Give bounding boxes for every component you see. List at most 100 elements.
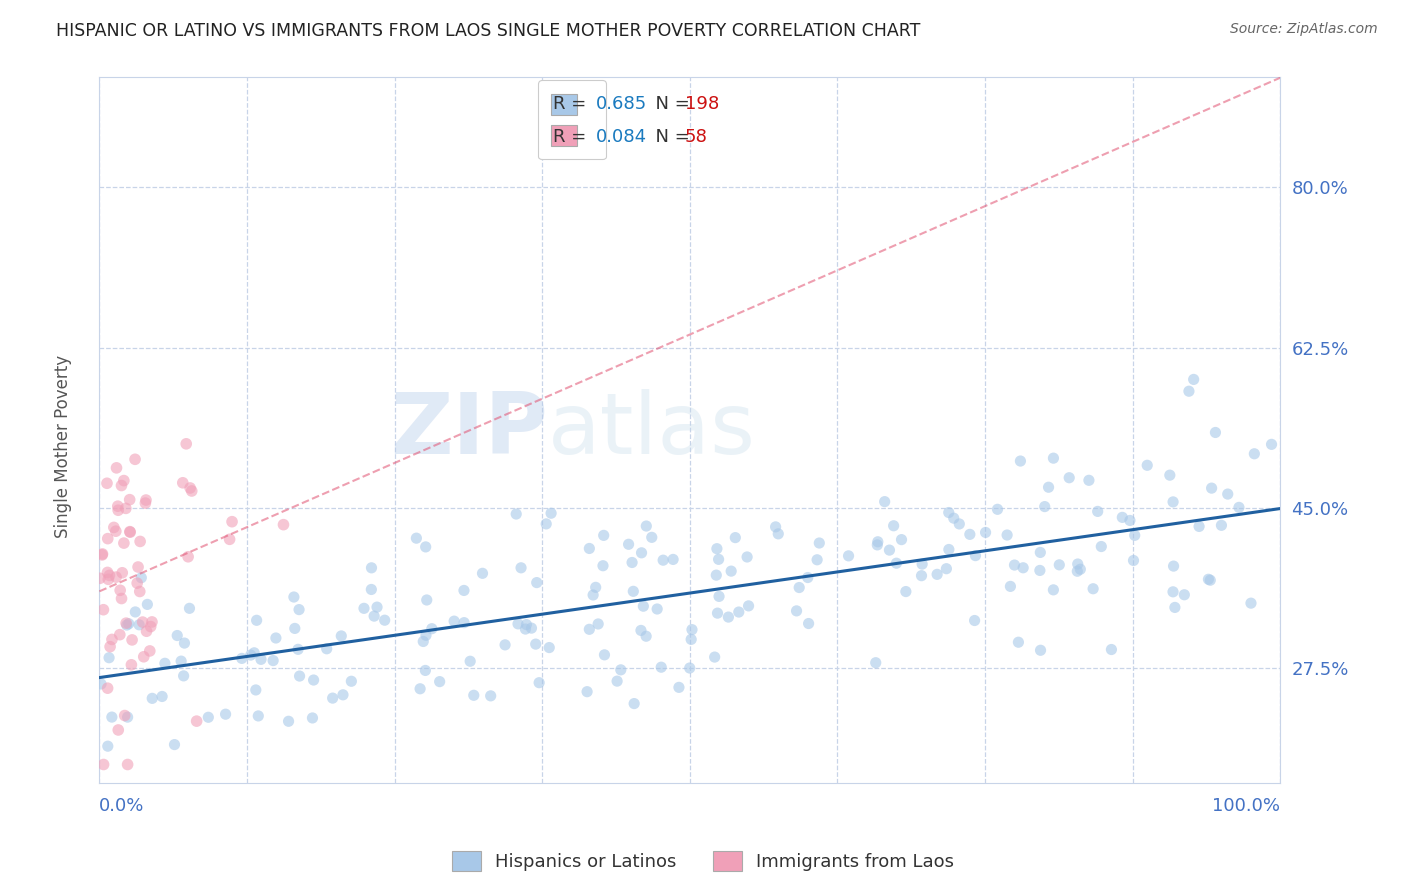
Point bbox=[170, 654, 193, 668]
Point bbox=[623, 697, 645, 711]
Point bbox=[114, 501, 136, 516]
Point bbox=[458, 654, 481, 668]
Point bbox=[124, 605, 146, 619]
Point bbox=[1123, 528, 1146, 542]
Point bbox=[172, 475, 194, 490]
Point bbox=[360, 561, 382, 575]
Point bbox=[797, 616, 820, 631]
Point bbox=[247, 709, 270, 723]
Point bbox=[524, 637, 547, 651]
Point bbox=[1161, 584, 1184, 599]
Point bbox=[127, 560, 149, 574]
Point bbox=[96, 566, 118, 580]
Point bbox=[737, 599, 759, 613]
Point bbox=[141, 691, 163, 706]
Point bbox=[727, 605, 749, 619]
Point bbox=[534, 516, 557, 531]
Point bbox=[873, 494, 896, 508]
Point bbox=[717, 610, 740, 624]
Point bbox=[415, 540, 437, 554]
Point bbox=[681, 623, 703, 637]
Point bbox=[706, 541, 728, 556]
Point bbox=[287, 642, 309, 657]
Point bbox=[124, 452, 146, 467]
Point bbox=[366, 600, 388, 615]
Text: 58: 58 bbox=[685, 128, 707, 146]
Point bbox=[1201, 481, 1223, 495]
Point bbox=[301, 711, 323, 725]
Point bbox=[463, 688, 485, 702]
Point bbox=[938, 506, 960, 520]
Text: R =: R = bbox=[553, 95, 592, 113]
Point bbox=[89, 571, 111, 585]
Point bbox=[288, 669, 311, 683]
Point bbox=[1042, 582, 1064, 597]
Point bbox=[606, 674, 628, 689]
Text: R =: R = bbox=[553, 128, 592, 146]
Point bbox=[264, 631, 287, 645]
Point bbox=[98, 650, 121, 665]
Point bbox=[942, 511, 965, 525]
Point bbox=[415, 664, 437, 678]
Point bbox=[735, 549, 758, 564]
Point bbox=[315, 641, 337, 656]
Point bbox=[105, 461, 128, 475]
Point bbox=[405, 531, 427, 545]
Point bbox=[866, 538, 889, 552]
Point bbox=[890, 533, 912, 547]
Text: 0.084: 0.084 bbox=[596, 128, 647, 146]
Point bbox=[97, 572, 120, 586]
Text: 0.0%: 0.0% bbox=[100, 797, 145, 815]
Point bbox=[1197, 572, 1219, 586]
Point bbox=[506, 616, 529, 631]
Point bbox=[527, 675, 550, 690]
Point bbox=[112, 536, 135, 550]
Point bbox=[1069, 562, 1091, 576]
Point bbox=[115, 618, 138, 632]
Point bbox=[443, 614, 465, 628]
Point bbox=[707, 552, 730, 566]
Point bbox=[927, 567, 949, 582]
Point bbox=[98, 640, 121, 654]
Point bbox=[706, 606, 728, 620]
Point bbox=[720, 564, 742, 578]
Point bbox=[883, 518, 905, 533]
Point bbox=[121, 632, 143, 647]
Point bbox=[1122, 553, 1144, 567]
Point bbox=[704, 568, 727, 582]
Point bbox=[1066, 564, 1088, 578]
Point bbox=[107, 499, 129, 513]
Text: N =: N = bbox=[644, 128, 696, 146]
Point bbox=[765, 520, 787, 534]
Point bbox=[214, 707, 236, 722]
Point bbox=[585, 580, 607, 594]
Point bbox=[578, 623, 600, 637]
Point bbox=[1204, 425, 1226, 440]
Point bbox=[621, 556, 644, 570]
Point bbox=[231, 651, 253, 665]
Point bbox=[197, 710, 219, 724]
Point bbox=[108, 583, 131, 598]
Point bbox=[173, 669, 195, 683]
Point bbox=[98, 568, 121, 582]
Point bbox=[166, 628, 188, 642]
Point bbox=[703, 650, 725, 665]
Point bbox=[340, 674, 363, 689]
Point bbox=[911, 557, 934, 571]
Text: 0.685: 0.685 bbox=[596, 95, 648, 113]
Point bbox=[101, 710, 124, 724]
Point bbox=[453, 615, 475, 630]
Point bbox=[1067, 557, 1090, 571]
Legend: , : , bbox=[537, 80, 606, 160]
Point bbox=[429, 674, 451, 689]
Point bbox=[1260, 437, 1282, 451]
Point bbox=[330, 629, 353, 643]
Text: atlas: atlas bbox=[548, 389, 756, 472]
Point bbox=[129, 534, 152, 549]
Point bbox=[173, 636, 195, 650]
Text: HISPANIC OR LATINO VS IMMIGRANTS FROM LAOS SINGLE MOTHER POVERTY CORRELATION CHA: HISPANIC OR LATINO VS IMMIGRANTS FROM LA… bbox=[56, 22, 921, 40]
Point bbox=[420, 622, 443, 636]
Point bbox=[1090, 540, 1112, 554]
Point bbox=[538, 640, 561, 655]
Point bbox=[1042, 451, 1064, 466]
